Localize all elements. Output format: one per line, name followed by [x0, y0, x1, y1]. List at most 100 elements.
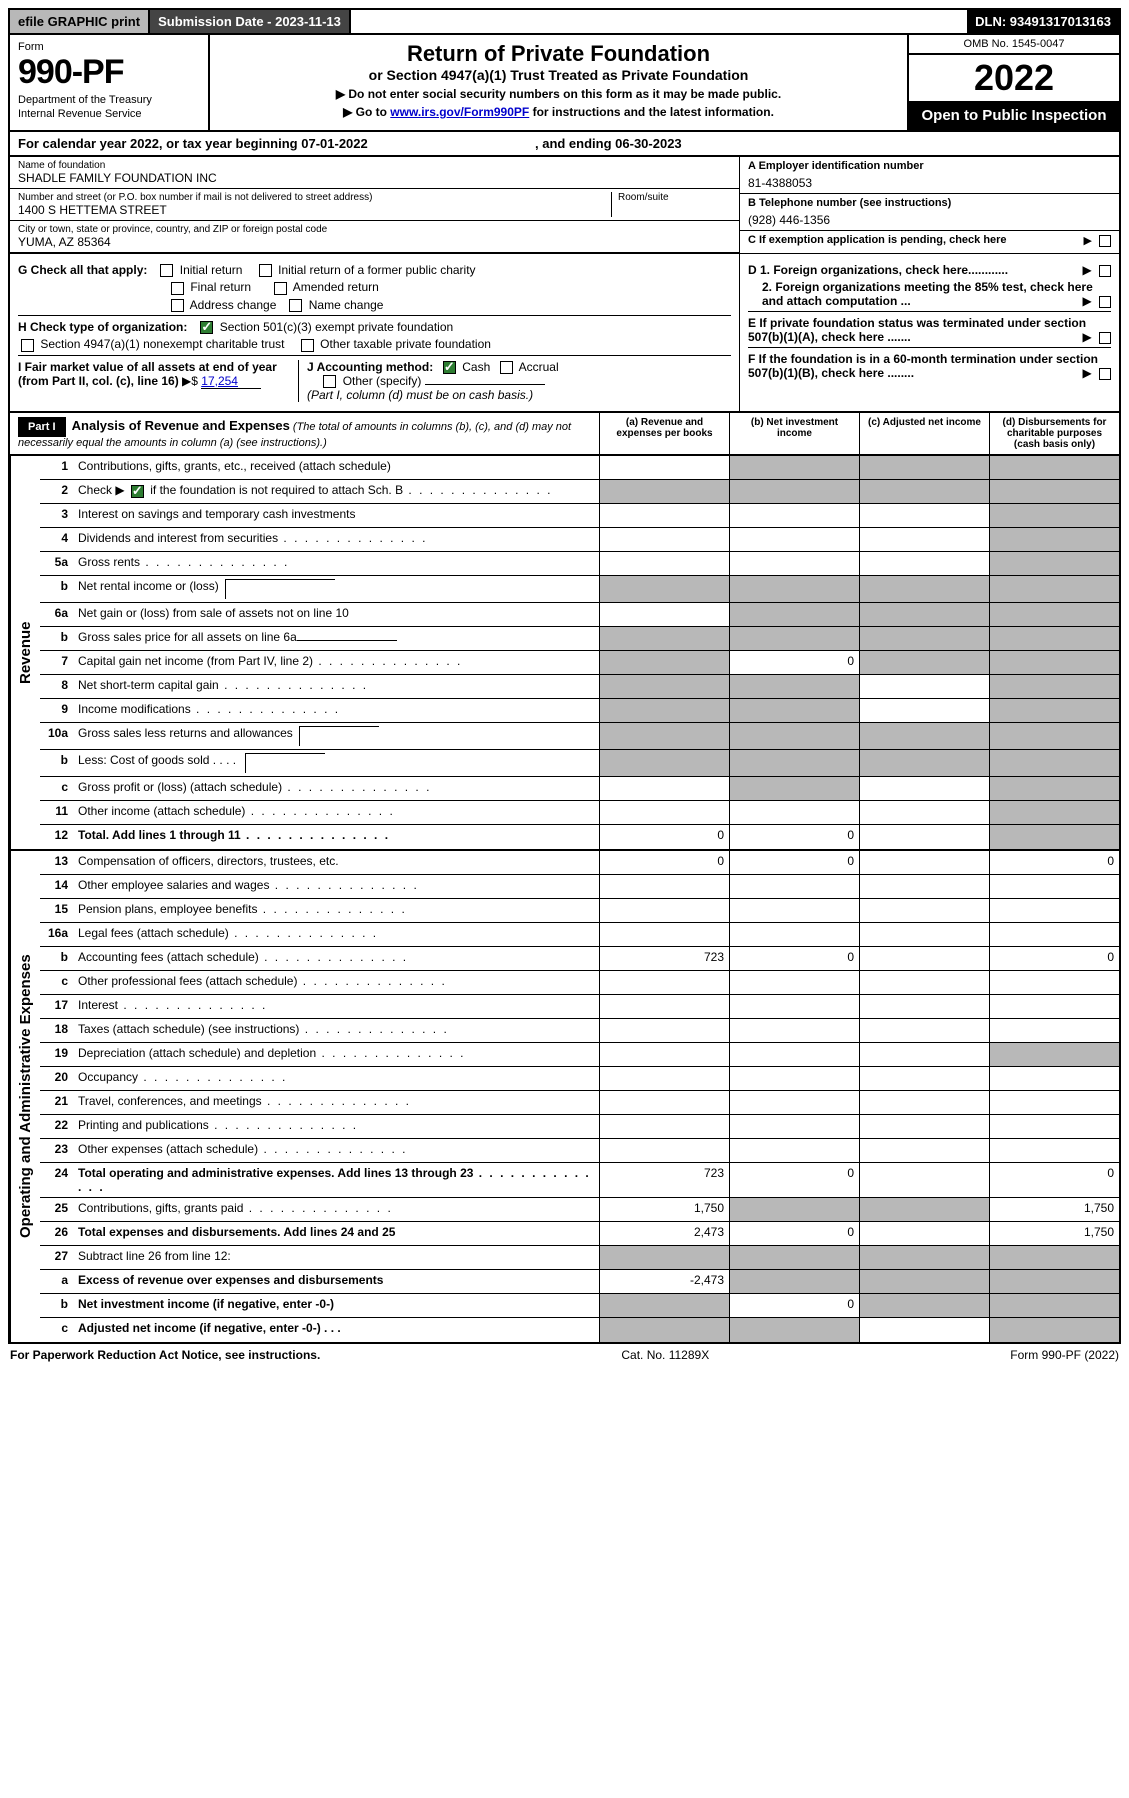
- submission-date: Submission Date - 2023-11-13: [150, 10, 351, 33]
- tax-year: 2022: [909, 55, 1119, 101]
- cash-checkbox[interactable]: [443, 361, 456, 374]
- cell-27aa: -2,473: [599, 1270, 729, 1293]
- line-6b: Gross sales price for all assets on line…: [74, 627, 599, 650]
- line-7: Capital gain net income (from Part IV, l…: [74, 651, 599, 674]
- line-1: Contributions, gifts, grants, etc., rece…: [74, 456, 599, 479]
- cell-24b: 0: [729, 1163, 859, 1197]
- initial-public-checkbox[interactable]: [259, 264, 272, 277]
- instructions-link[interactable]: www.irs.gov/Form990PF: [390, 105, 529, 119]
- cell-7b: 0: [729, 651, 859, 674]
- j-label: J Accounting method:: [307, 360, 433, 374]
- cell-24a: 723: [599, 1163, 729, 1197]
- room-label: Room/suite: [618, 192, 731, 203]
- cell-25d: 1,750: [989, 1198, 1119, 1221]
- initial-return-checkbox[interactable]: [160, 264, 173, 277]
- dept-label: Department of the Treasury: [18, 94, 200, 106]
- form-number: 990-PF: [18, 53, 200, 92]
- part1-label: Part I: [18, 417, 66, 437]
- line-13: Compensation of officers, directors, tru…: [74, 851, 599, 874]
- identity-block: Name of foundation SHADLE FAMILY FOUNDAT…: [8, 157, 1121, 253]
- cell-16bb: 0: [729, 947, 859, 970]
- line-4: Dividends and interest from securities: [74, 528, 599, 551]
- cell-13a: 0: [599, 851, 729, 874]
- line-10a: Gross sales less returns and allowances: [74, 723, 599, 749]
- line-2: Check ▶ if the foundation is not require…: [74, 480, 599, 503]
- cell-16bd: 0: [989, 947, 1119, 970]
- tax-year-begin: 07-01-2022: [301, 136, 368, 151]
- line-27c: Adjusted net income (if negative, enter …: [74, 1318, 599, 1342]
- line-5a: Gross rents: [74, 552, 599, 575]
- expenses-sidelabel: Operating and Administrative Expenses: [10, 851, 40, 1342]
- d2-label: 2. Foreign organizations meeting the 85%…: [762, 280, 1093, 308]
- tax-year-end: 06-30-2023: [615, 136, 682, 151]
- line-22: Printing and publications: [74, 1115, 599, 1138]
- line-27: Subtract line 26 from line 12:: [74, 1246, 599, 1269]
- e-label: E If private foundation status was termi…: [748, 316, 1086, 344]
- line-5b: Net rental income or (loss): [74, 576, 599, 602]
- exemption-pending-checkbox[interactable]: [1099, 235, 1111, 247]
- line-3: Interest on savings and temporary cash i…: [74, 504, 599, 527]
- line-25: Contributions, gifts, grants paid: [74, 1198, 599, 1221]
- line-26: Total expenses and disbursements. Add li…: [74, 1222, 599, 1245]
- e-checkbox[interactable]: [1099, 332, 1111, 344]
- j-note: (Part I, column (d) must be on cash basi…: [307, 388, 533, 402]
- phone-value: (928) 446-1356: [748, 209, 1111, 227]
- line-17: Interest: [74, 995, 599, 1018]
- line-6a: Net gain or (loss) from sale of assets n…: [74, 603, 599, 626]
- d1-checkbox[interactable]: [1099, 265, 1111, 277]
- 4947-checkbox[interactable]: [21, 339, 34, 352]
- amended-return-checkbox[interactable]: [274, 282, 287, 295]
- final-return-checkbox[interactable]: [171, 282, 184, 295]
- col-a-header: (a) Revenue and expenses per books: [599, 413, 729, 454]
- line-20: Occupancy: [74, 1067, 599, 1090]
- expenses-section: Operating and Administrative Expenses 13…: [8, 851, 1121, 1344]
- name-change-checkbox[interactable]: [289, 299, 302, 312]
- form-footer: Form 990-PF (2022): [1010, 1348, 1119, 1362]
- col-d-header: (d) Disbursements for charitable purpose…: [989, 413, 1119, 454]
- efile-label[interactable]: efile GRAPHIC print: [10, 10, 150, 33]
- f-label: F If the foundation is in a 60-month ter…: [748, 352, 1098, 380]
- line-16c: Other professional fees (attach schedule…: [74, 971, 599, 994]
- schb-checkbox[interactable]: [131, 485, 144, 498]
- top-bar: efile GRAPHIC print Submission Date - 20…: [8, 8, 1121, 35]
- fmv-link[interactable]: 17,254: [201, 374, 261, 389]
- accrual-checkbox[interactable]: [500, 361, 513, 374]
- cat-no: Cat. No. 11289X: [621, 1348, 709, 1362]
- line-10b: Less: Cost of goods sold . . . .: [74, 750, 599, 776]
- revenue-section: Revenue 1Contributions, gifts, grants, e…: [8, 456, 1121, 851]
- cell-27bb: 0: [729, 1294, 859, 1317]
- address-label: Number and street (or P.O. box number if…: [18, 192, 611, 203]
- line-23: Other expenses (attach schedule): [74, 1139, 599, 1162]
- part1-title: Analysis of Revenue and Expenses: [72, 418, 290, 433]
- cell-26d: 1,750: [989, 1222, 1119, 1245]
- d1-label: D 1. Foreign organizations, check here..…: [748, 263, 1008, 277]
- note-ssn: ▶ Do not enter social security numbers o…: [222, 87, 895, 101]
- address-change-checkbox[interactable]: [171, 299, 184, 312]
- paperwork-notice: For Paperwork Reduction Act Notice, see …: [10, 1348, 320, 1362]
- other-method-checkbox[interactable]: [323, 375, 336, 388]
- dln-label: DLN: 93491317013163: [967, 10, 1119, 33]
- 501c3-checkbox[interactable]: [200, 321, 213, 334]
- street-address: 1400 S HETTEMA STREET: [18, 203, 611, 217]
- cell-13b: 0: [729, 851, 859, 874]
- phone-label: B Telephone number (see instructions): [748, 197, 1111, 209]
- line-18: Taxes (attach schedule) (see instruction…: [74, 1019, 599, 1042]
- line-16a: Legal fees (attach schedule): [74, 923, 599, 946]
- line-14: Other employee salaries and wages: [74, 875, 599, 898]
- col-c-header: (c) Adjusted net income: [859, 413, 989, 454]
- city-label: City or town, state or province, country…: [18, 224, 731, 235]
- line-10c: Gross profit or (loss) (attach schedule): [74, 777, 599, 800]
- form-header: Form 990-PF Department of the Treasury I…: [8, 35, 1121, 132]
- line-19: Depreciation (attach schedule) and deple…: [74, 1043, 599, 1066]
- line-16b: Accounting fees (attach schedule): [74, 947, 599, 970]
- line-27a: Excess of revenue over expenses and disb…: [74, 1270, 599, 1293]
- line-12: Total. Add lines 1 through 11: [74, 825, 599, 849]
- form-title: Return of Private Foundation: [222, 41, 895, 67]
- d2-checkbox[interactable]: [1099, 296, 1111, 308]
- form-word: Form: [18, 41, 200, 53]
- f-checkbox[interactable]: [1099, 368, 1111, 380]
- h-label: H Check type of organization:: [18, 320, 187, 334]
- city-state-zip: YUMA, AZ 85364: [18, 235, 731, 249]
- name-label: Name of foundation: [18, 160, 731, 171]
- other-taxable-checkbox[interactable]: [301, 339, 314, 352]
